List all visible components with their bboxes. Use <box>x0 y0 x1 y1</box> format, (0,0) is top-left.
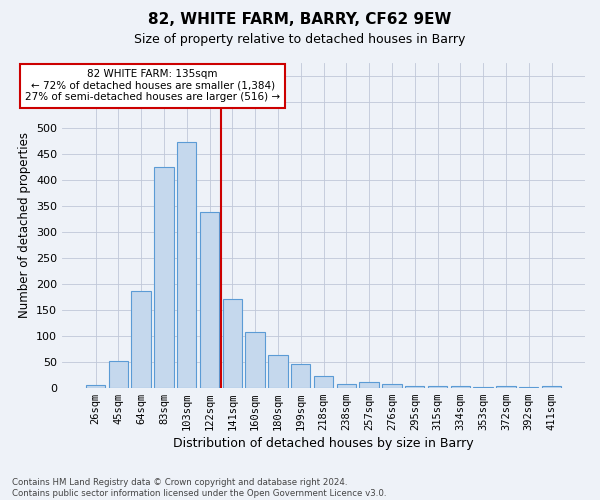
Bar <box>268 356 287 388</box>
Bar <box>291 364 310 388</box>
Text: 82, WHITE FARM, BARRY, CF62 9EW: 82, WHITE FARM, BARRY, CF62 9EW <box>148 12 452 28</box>
Y-axis label: Number of detached properties: Number of detached properties <box>17 132 31 318</box>
Bar <box>519 386 538 388</box>
Bar <box>314 376 333 388</box>
Bar <box>542 386 561 388</box>
Bar <box>109 361 128 388</box>
Bar <box>154 167 173 388</box>
Text: Contains HM Land Registry data © Crown copyright and database right 2024.
Contai: Contains HM Land Registry data © Crown c… <box>12 478 386 498</box>
Bar <box>245 332 265 388</box>
Bar <box>359 382 379 388</box>
Bar <box>428 386 447 388</box>
Bar <box>223 299 242 388</box>
Bar <box>405 386 424 388</box>
Bar <box>382 384 401 388</box>
Bar <box>496 386 515 388</box>
Text: Size of property relative to detached houses in Barry: Size of property relative to detached ho… <box>134 32 466 46</box>
Bar <box>177 142 196 388</box>
Bar <box>451 386 470 388</box>
X-axis label: Distribution of detached houses by size in Barry: Distribution of detached houses by size … <box>173 437 474 450</box>
Bar <box>337 384 356 388</box>
Bar <box>200 212 219 388</box>
Bar <box>131 291 151 388</box>
Text: 82 WHITE FARM: 135sqm
← 72% of detached houses are smaller (1,384)
27% of semi-d: 82 WHITE FARM: 135sqm ← 72% of detached … <box>25 70 280 102</box>
Bar <box>473 386 493 388</box>
Bar <box>86 385 105 388</box>
